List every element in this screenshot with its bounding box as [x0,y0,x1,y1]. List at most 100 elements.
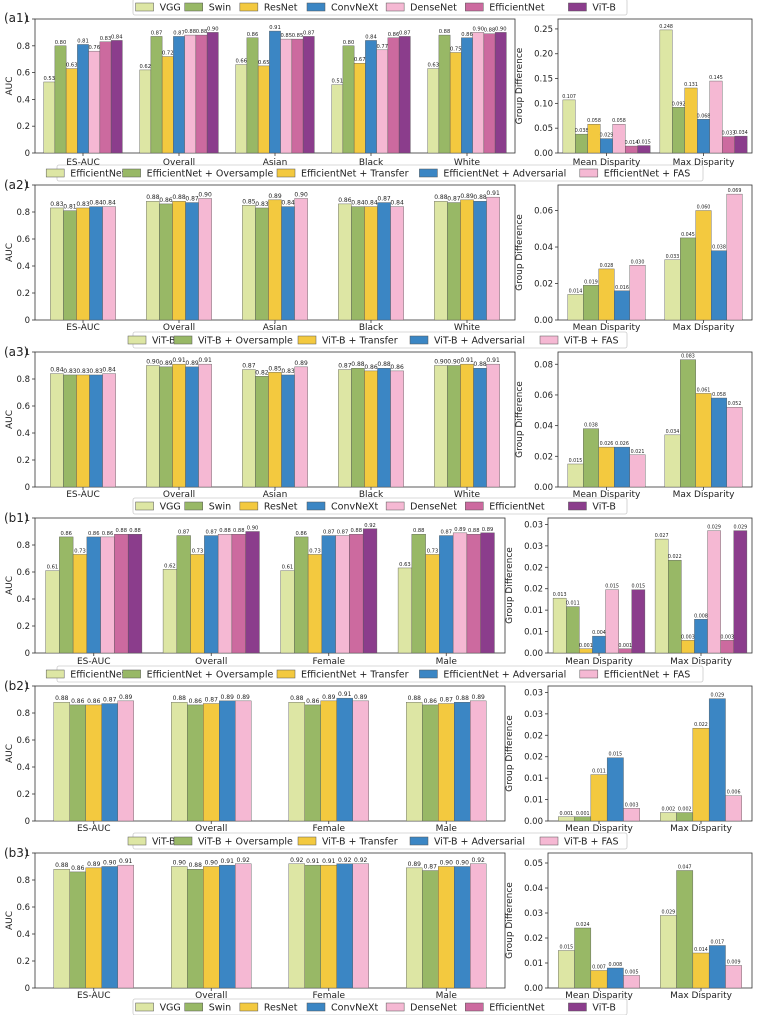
bar [304,704,321,822]
x-tick-label: White [454,158,481,168]
diff-bar-value-label: 0.013 [553,592,567,598]
diff-bar [725,965,742,989]
bar-value-label: 0.90 [146,359,160,366]
legend-swatch [465,2,484,12]
diff-bar-value-label: 0.015 [637,140,651,146]
bar [172,200,186,321]
bar [101,866,118,989]
diff-bar [692,952,710,989]
bar [397,567,413,654]
legend-swatch [579,669,599,679]
diff-bar [631,589,646,654]
diff-bar [558,816,575,822]
bar-value-label: 0.91 [172,357,186,364]
bar-value-label: 0.84 [390,200,404,207]
bar [69,871,86,989]
bar-value-label: 0.89 [454,527,466,533]
bar-value-label: 0.87 [151,30,163,36]
bar [85,704,102,822]
diff-bar [598,446,615,488]
bar [434,200,448,321]
legend: EfficientNet EfficientNet + Oversample Eff… [45,665,704,683]
diff-bar [707,530,721,654]
bar-value-label: 0.90 [472,26,484,32]
bar-value-label: 0.88 [189,862,203,869]
diff-bar-value-label: 0.014 [569,288,583,294]
diff-bar [668,559,682,654]
bar [438,34,451,154]
bar [377,368,391,488]
diff-bar-value-label: 0.002 [661,807,675,813]
x-tick-label: Overall [195,824,227,834]
bar [187,704,204,822]
bar [268,372,282,488]
bar-value-label: 0.83 [255,201,269,208]
y-tick-label: 1 [25,849,30,859]
diff-y-axis-label: Group Difference [515,214,525,291]
bar [411,534,426,654]
x-tick-label: Black [359,323,384,333]
diff-y-tick-label: 0.02 [534,452,553,462]
bar [294,366,308,488]
diff-bar [676,812,694,822]
x-tick-label: Female [312,824,345,834]
diff-bar-value-label: 0.001 [559,811,573,817]
diff-y-tick-label: 0.00 [534,483,553,493]
bar-value-label: 0.88 [55,695,69,702]
bar [184,34,197,154]
legend-swatch [239,1002,259,1012]
bar-value-label: 0.88 [468,528,480,534]
legend-frame [132,0,628,16]
diff-bar [583,428,599,488]
bar [53,702,70,822]
bar [235,700,252,822]
bar [335,535,350,654]
bar-value-label: 0.87 [377,196,391,203]
diff-y-tick-label: 0.06 [534,391,553,401]
diff-bar [684,87,698,154]
bar-value-label: 0.91 [269,25,281,31]
diff-plot-frame [557,184,753,321]
bar [146,200,160,321]
diff-y-axis-label: Group Difference [515,47,525,124]
legend-entry: EfficientNet [489,3,545,14]
diff-y-tick-label: 0.03 [524,710,543,720]
bar-value-label: 0.87 [178,530,190,536]
bar-value-label: 0.91 [221,858,235,865]
diff-bar [629,454,646,488]
legend-swatch [306,501,326,511]
bar [173,36,185,154]
bar [172,363,186,488]
legend-frame [132,998,628,1015]
bar-value-label: 0.89 [294,360,308,367]
legend-swatch [135,2,154,12]
bar-value-label: 0.86 [364,364,378,371]
x-tick-label: ES-AUC [66,158,99,168]
bar-value-label: 0.90 [205,860,219,867]
legend-entry: ViT-B [152,336,175,347]
bar-value-label: 0.90 [456,860,470,867]
legend-entry: ViT-B [592,1003,615,1014]
diff-bar-value-label: 0.019 [584,279,598,285]
bar [203,703,220,822]
bar-value-label: 0.73 [192,548,204,554]
bar-value-label: 0.63 [399,562,411,568]
bar-value-label: 0.84 [89,200,103,207]
diff-bar [583,285,599,321]
bar [117,864,134,989]
bar-value-label: 0.88 [55,862,69,869]
diff-bar [660,812,677,822]
diff-bar [623,808,640,822]
bar [449,52,462,154]
legend-entry: EfficientNet + Adversarial [443,169,566,180]
diff-x-tick-label: Mean Disparity [573,490,641,500]
diff-x-tick-label: Max Disparity [670,991,733,1001]
bar [89,374,103,488]
bar-value-label: 0.85 [242,198,256,205]
plot-frame [34,852,506,989]
bar-value-label: 0.91 [306,858,320,865]
bar-value-label: 0.91 [119,858,133,865]
diff-y-tick-label: 0.00 [524,984,543,994]
bar [321,535,336,654]
